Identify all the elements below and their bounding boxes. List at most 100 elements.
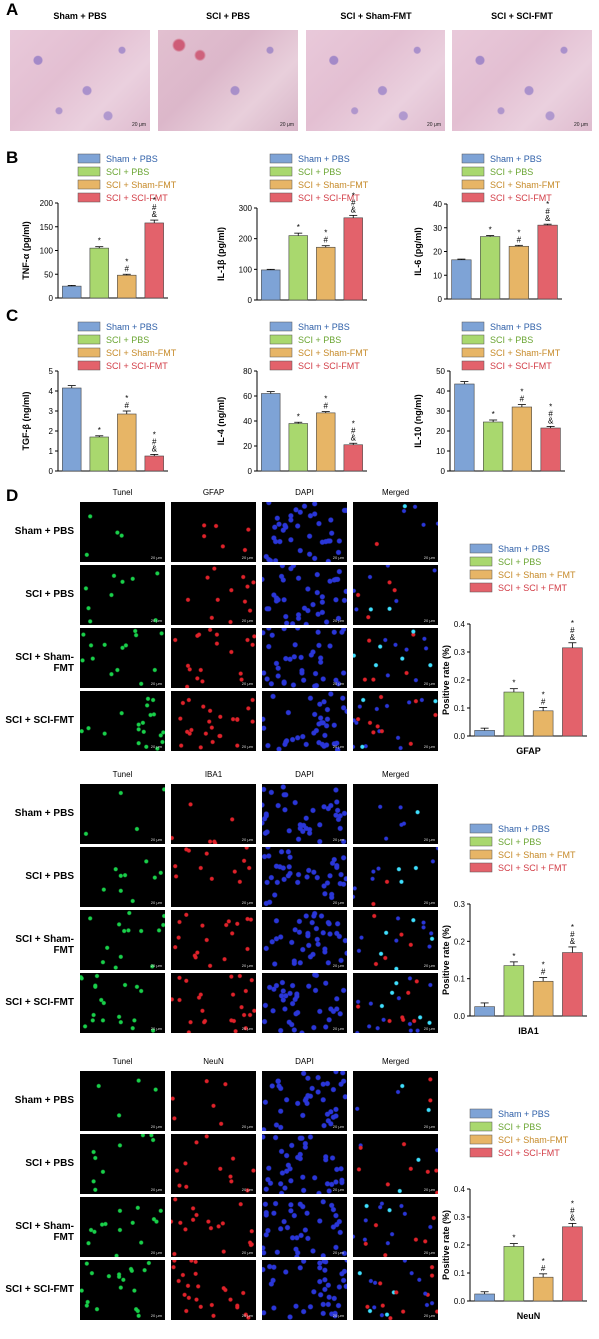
y-tick-label: 4 [49, 387, 54, 396]
fluo-row-label: SCI + PBS [25, 589, 74, 600]
legend-swatch [469, 582, 493, 593]
y-tick-label: 80 [243, 367, 252, 376]
y-tick-label: 0.3 [454, 900, 466, 909]
y-tick-label: 3 [49, 407, 54, 416]
y-tick-label: 0.1 [454, 704, 466, 713]
legend-label: SCI + Sham-FMT [490, 348, 561, 358]
y-tick-label: 5 [49, 367, 54, 376]
significance-marker: * [98, 426, 101, 435]
bar [89, 436, 109, 472]
panel-a-title-sci-sham-fmt: SCI + Sham-FMT [340, 11, 412, 21]
fluo-column-label: NeuN [203, 1057, 224, 1066]
y-axis-label: Positive rate (%) [441, 1210, 451, 1280]
chart-il-4: Sham + PBS SCI + PBS SCI + Sham-FMT SCI + S… [216, 321, 369, 476]
significance-marker: * [489, 226, 492, 235]
fluorescence-image: 20 μm [171, 973, 256, 1033]
scale-bar-label: 20 μm [423, 837, 435, 842]
bar [288, 423, 308, 472]
legend-label: Sham + PBS [298, 154, 350, 164]
fluorescence-image: 20 μm [80, 973, 165, 1033]
significance-marker: * [571, 1199, 574, 1208]
fluorescence-image: 20 μm [80, 502, 165, 562]
scale-bar-label: 20 μm [150, 681, 162, 686]
bar [503, 965, 525, 1017]
y-tick-label: 30 [436, 407, 445, 416]
y-tick-label: 0.2 [454, 937, 466, 946]
legend-label: SCI + Sham-FMT [498, 1135, 569, 1145]
y-tick-label: 20 [433, 248, 442, 257]
legend-label: SCI + PBS [106, 167, 149, 177]
bar [562, 647, 583, 737]
bar [474, 730, 495, 737]
legend-swatch [77, 166, 101, 177]
bar [62, 387, 82, 472]
y-tick-label: 0 [438, 295, 443, 304]
y-tick-label: 0.2 [454, 1241, 466, 1250]
fluo-column-label: DAPI [295, 1057, 314, 1066]
panel-label-c: C [6, 306, 19, 325]
y-tick-label: 0 [248, 296, 253, 305]
significance-marker: # [548, 409, 553, 418]
bar [261, 393, 281, 472]
fluorescence-image: 20 μm [171, 784, 256, 844]
legend-label: SCI + SCI + FMT [498, 583, 568, 593]
y-tick-label: 50 [436, 367, 445, 376]
fluorescence-image: 20 μm [262, 910, 347, 970]
fluo-column-label: DAPI [295, 488, 314, 497]
chart-tnf-alpha: Sham + PBS SCI + PBS SCI + Sham-FMT SCI + S… [21, 153, 177, 303]
fluorescence-image: 20 μm [262, 1260, 347, 1320]
y-axis-label: Positive rate (%) [441, 645, 451, 715]
panel-a-title-sci-pbs: SCI + PBS [206, 11, 250, 21]
legend-label: SCI + PBS [490, 167, 533, 177]
significance-marker: & [152, 444, 158, 453]
bar [451, 259, 472, 300]
scale-bar-label: 20 μm [332, 1124, 344, 1129]
bar [117, 413, 137, 472]
bar [288, 235, 308, 301]
legend-swatch [77, 334, 101, 345]
scale-bar-label: 20 μm [150, 1124, 162, 1129]
legend-swatch [269, 192, 293, 203]
bar [144, 455, 164, 472]
fluo-column-label: Tunel [112, 488, 133, 497]
bar [503, 1246, 525, 1302]
legend-label: SCI + Sham-FMT [298, 180, 369, 190]
scale-bar-label: 20 μm [150, 1026, 162, 1031]
bar [508, 245, 529, 300]
panel-a-title-sham-pbs: Sham + PBS [53, 11, 107, 21]
significance-marker: * [297, 223, 300, 232]
scale-bar-label: 20 μm [241, 1026, 253, 1031]
y-tick-label: 0.4 [454, 1185, 466, 1194]
legend-swatch [77, 179, 101, 190]
significance-marker: # [570, 930, 575, 939]
bar [562, 952, 583, 1017]
fluorescence-image: 20 μm [262, 847, 347, 907]
y-tick-label: 0.1 [454, 975, 466, 984]
panel-a-title-sci-sci-fmt: SCI + SCI-FMT [491, 11, 553, 21]
scale-bar-label: 20 μm [150, 555, 162, 560]
significance-marker: * [352, 191, 355, 200]
scale-bar-label: 20 μm [423, 1250, 435, 1255]
fluorescence-image: 20 μm [262, 628, 347, 688]
fluo-row-label: SCI + PBS [25, 871, 74, 882]
fluo-row-label: SCI + PBS [25, 1158, 74, 1169]
bar [261, 269, 281, 301]
significance-marker: * [542, 690, 545, 699]
y-tick-label: 0.2 [454, 676, 466, 685]
fluorescence-image: 20 μm [80, 1197, 165, 1257]
legend-swatch [77, 153, 101, 164]
y-tick-label: 0 [49, 467, 54, 476]
significance-marker: * [125, 394, 128, 403]
y-tick-label: 2 [49, 427, 54, 436]
significance-marker: * [98, 237, 101, 246]
legend-swatch [77, 321, 101, 332]
significance-marker: # [545, 207, 550, 216]
scale-bar-label: 20 μm [150, 1250, 162, 1255]
fluorescence-image: 20 μm [80, 691, 165, 751]
scale-bar-label: 20 μm [332, 618, 344, 623]
y-tick-label: 100 [239, 265, 253, 274]
bar [62, 285, 82, 299]
scale-bar-label: 20 μm [241, 1187, 253, 1192]
fluorescence-image: 20 μm [353, 565, 438, 625]
scale-bar-label: 20 μm [332, 1187, 344, 1192]
